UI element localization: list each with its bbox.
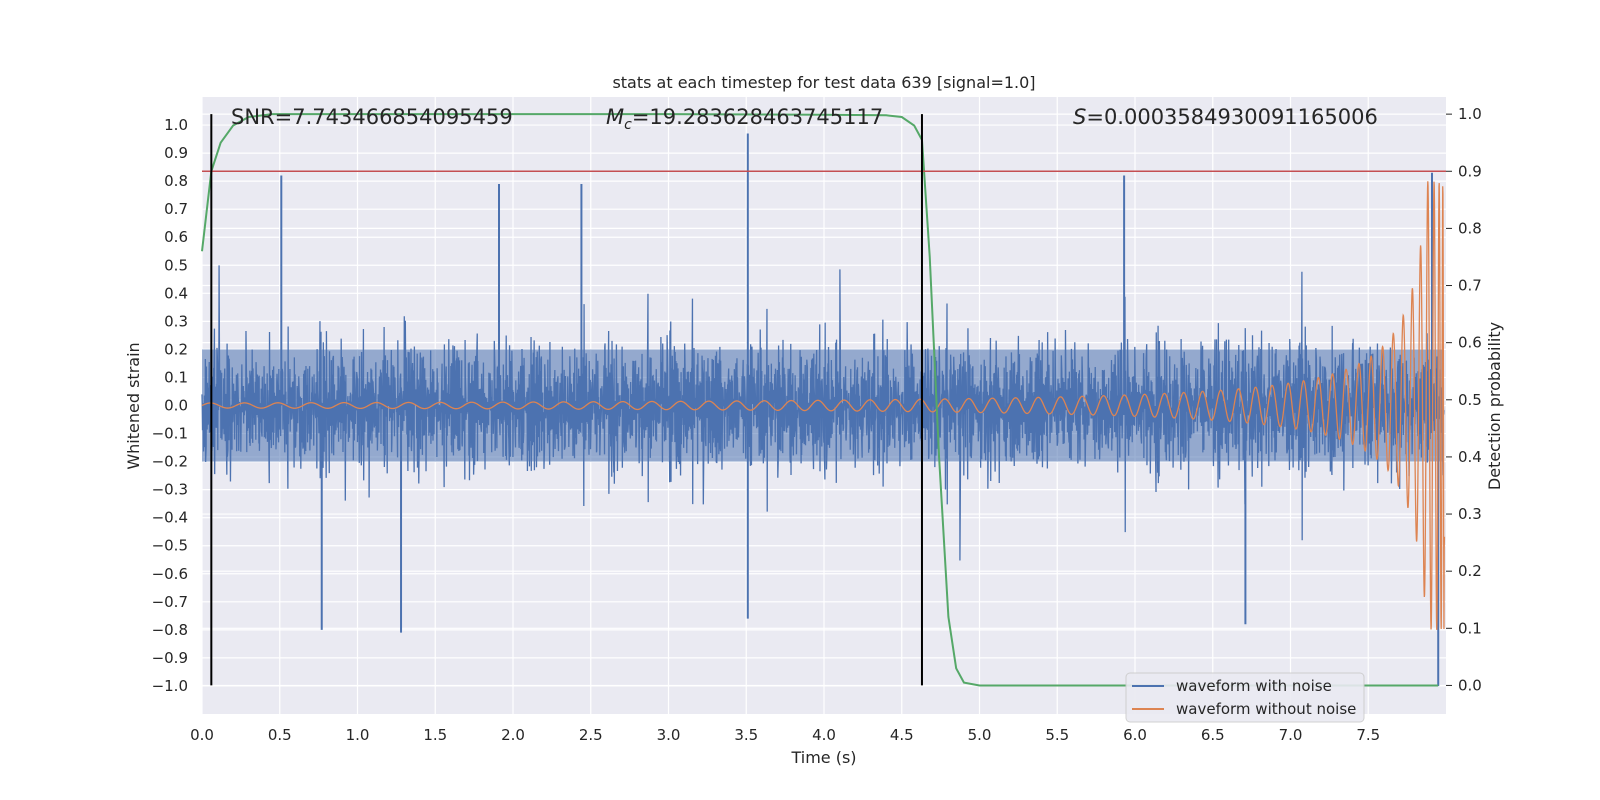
x-tick-3: 1.5 xyxy=(423,726,447,744)
y-tick-labels: 1.0 0.9 0.8 0.7 0.6 0.5 0.4 0.3 0.2 0.1 0.0 −0.1 −0.… xyxy=(152,116,188,695)
x-tick-10: 5.0 xyxy=(968,726,992,744)
y-tick-3: 0.7 xyxy=(164,200,188,218)
legend: waveform with noise waveform without noi… xyxy=(1125,672,1365,723)
y-tick-15: −0.5 xyxy=(152,537,188,555)
x-tick-1: 0.5 xyxy=(268,726,292,744)
series-detection-probability xyxy=(201,113,1439,687)
y-tick-17: −0.7 xyxy=(152,593,188,611)
y-tick-2: 0.8 xyxy=(164,172,188,190)
x-tick-15: 7.5 xyxy=(1356,726,1380,744)
x-tick-0: 0.0 xyxy=(190,726,214,744)
y2-tick-6: 0.4 xyxy=(1458,448,1482,466)
y-tick-0: 1.0 xyxy=(164,116,188,134)
y-tick-13: −0.3 xyxy=(152,481,188,499)
x-tick-11: 5.5 xyxy=(1045,726,1069,744)
y-tick-12: −0.2 xyxy=(152,453,188,471)
y2-tick-3: 0.7 xyxy=(1458,277,1482,295)
chirp-mass-subscript: c xyxy=(624,117,632,133)
x-tick-7: 3.5 xyxy=(734,726,758,744)
noise-core-band xyxy=(202,349,1444,462)
y2-tick-5: 0.5 xyxy=(1458,391,1482,409)
y2-tick-0: 1.0 xyxy=(1458,105,1482,123)
y2-tick-labels: 1.0 0.9 0.8 0.7 0.6 0.5 0.4 0.3 0.2 0.1 0.0 xyxy=(1446,105,1482,694)
y2-tick-7: 0.3 xyxy=(1458,505,1482,523)
y-tick-8: 0.2 xyxy=(164,340,188,358)
x-tick-5: 2.5 xyxy=(579,726,603,744)
y-tick-19: −0.9 xyxy=(152,649,188,667)
y-axis-label: Whitened strain xyxy=(124,342,143,469)
chirp-mass-annotation: Mc=19.283628463745117 xyxy=(606,105,883,133)
y-tick-4: 0.6 xyxy=(164,228,188,246)
x-tick-2: 1.0 xyxy=(346,726,370,744)
series-waveform-with-noise xyxy=(201,133,1445,686)
x-tick-9: 4.5 xyxy=(890,726,914,744)
y2-tick-2: 0.8 xyxy=(1458,219,1482,237)
y-tick-16: −0.6 xyxy=(152,565,188,583)
chart-title: stats at each timestep for test data 639… xyxy=(612,73,1035,92)
x-tick-6: 3.0 xyxy=(657,726,681,744)
y-tick-7: 0.3 xyxy=(164,312,188,330)
legend-label-noise: waveform with noise xyxy=(1176,677,1332,695)
x-tick-4: 2.0 xyxy=(501,726,525,744)
y-tick-11: −0.1 xyxy=(152,425,188,443)
y-tick-10: 0.0 xyxy=(164,397,188,415)
y2-tick-1: 0.9 xyxy=(1458,162,1482,180)
legend-box xyxy=(1125,672,1365,723)
y2-tick-4: 0.6 xyxy=(1458,334,1482,352)
y2-tick-8: 0.2 xyxy=(1458,562,1482,580)
y-tick-1: 0.9 xyxy=(164,144,188,162)
y2-tick-9: 0.1 xyxy=(1458,619,1482,637)
x-tick-14: 7.0 xyxy=(1279,726,1303,744)
clean-trace xyxy=(201,181,1446,630)
x-axis-label: Time (s) xyxy=(790,748,856,767)
snr-annotation: SNR=7.743466854095459 xyxy=(231,105,513,129)
y-tick-20: −1.0 xyxy=(152,677,188,695)
chirp-mass-symbol: M xyxy=(606,105,624,129)
series-waveform-without-noise xyxy=(201,181,1446,630)
probability-line xyxy=(201,113,1439,687)
threshold-and-markers xyxy=(202,114,1446,686)
x-tick-8: 4.0 xyxy=(812,726,836,744)
x-tick-12: 6.0 xyxy=(1123,726,1147,744)
y-tick-9: 0.1 xyxy=(164,368,188,386)
legend-label-clean: waveform without noise xyxy=(1176,700,1356,718)
y-tick-14: −0.4 xyxy=(152,509,188,527)
y-tick-18: −0.8 xyxy=(152,621,188,639)
y-tick-6: 0.4 xyxy=(164,284,188,302)
s-value: =0.0003584930091165006 xyxy=(1086,105,1378,129)
s-symbol: S xyxy=(1073,105,1086,129)
y2-axis-label: Detection probability xyxy=(1485,322,1504,490)
y-tick-5: 0.5 xyxy=(164,256,188,274)
x-tick-13: 6.5 xyxy=(1201,726,1225,744)
x-tick-labels: 0.0 0.5 1.0 1.5 2.0 2.5 3.0 3.5 4.0 4.5 5.0 5.5 6.0 6… xyxy=(190,726,1380,744)
y2-tick-10: 0.0 xyxy=(1458,676,1482,694)
chirp-mass-value: =19.283628463745117 xyxy=(632,105,883,129)
s-annotation: S=0.0003584930091165006 xyxy=(1073,105,1378,129)
